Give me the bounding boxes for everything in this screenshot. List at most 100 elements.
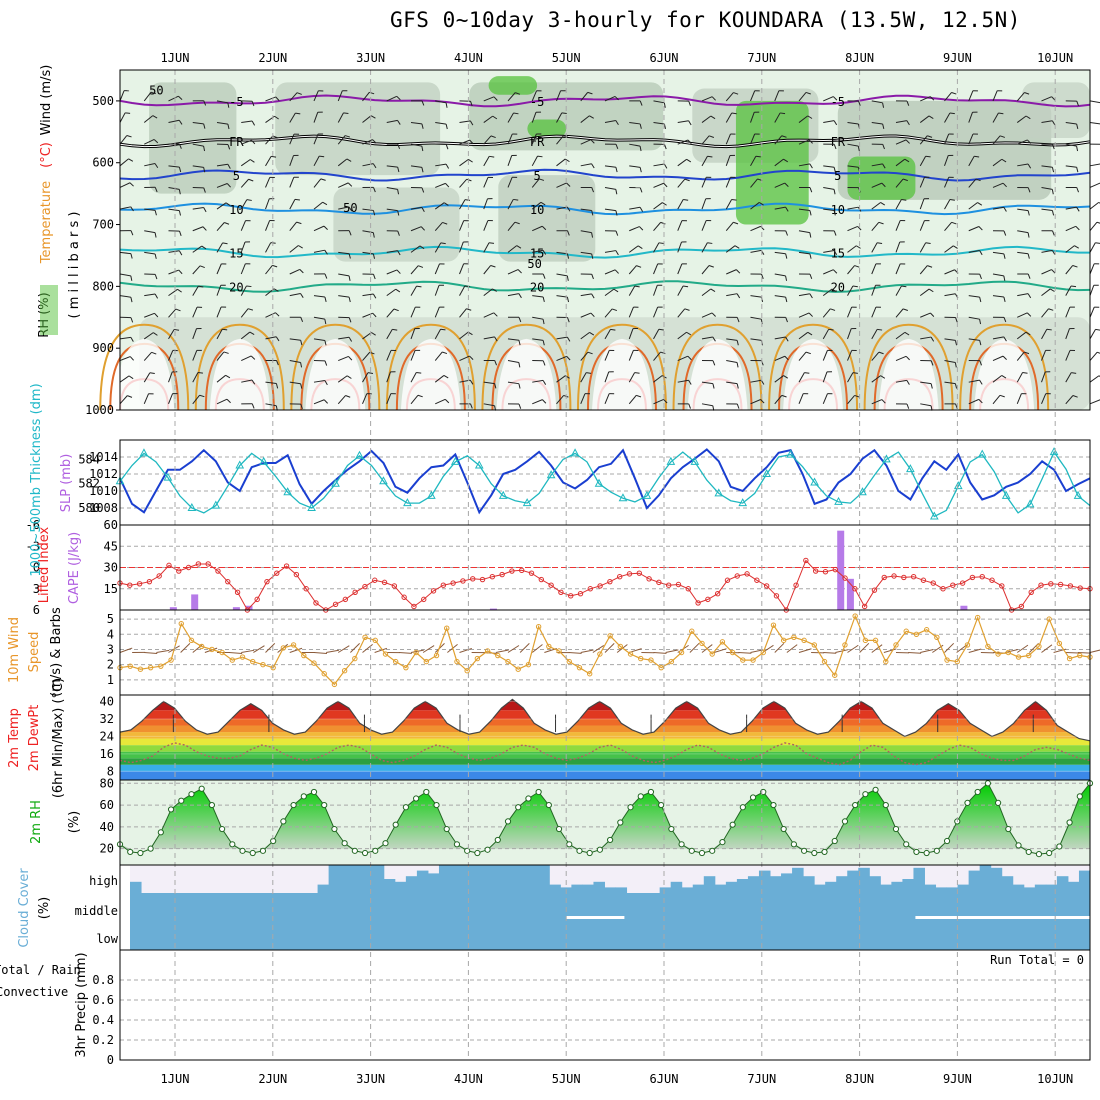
lifted-index-marker — [558, 589, 564, 595]
wind-speed-marker — [597, 651, 603, 657]
wind-barb — [726, 381, 738, 385]
surface-wind-barb — [180, 643, 191, 653]
lifted-index-marker — [362, 583, 368, 590]
wind-speed-marker — [913, 631, 920, 637]
wind-barb — [701, 156, 708, 167]
wind-barb — [265, 312, 276, 318]
wind-barb — [871, 263, 877, 275]
wind-barb — [968, 316, 980, 320]
wind-barb-flag — [663, 182, 668, 188]
wind-barb — [919, 220, 925, 231]
wind-barb-flag — [880, 375, 886, 379]
temp-band — [120, 751, 1090, 759]
wind-barb-flag — [712, 383, 715, 389]
wind-barb-flag — [1051, 269, 1056, 274]
wind-barb — [434, 375, 445, 383]
wind-barb-flag — [125, 112, 131, 114]
wind-barb — [216, 263, 222, 275]
thickness-marker — [977, 449, 987, 458]
date-label-bottom: 5JUN — [552, 1072, 581, 1086]
wind-barb-flag — [974, 155, 980, 158]
wind-barb — [653, 263, 659, 275]
wind-barb-flag — [712, 360, 716, 366]
wind-barb-flag — [906, 120, 910, 126]
wind-barb — [725, 221, 734, 232]
thickness-marker — [331, 478, 340, 487]
wind-barb — [507, 221, 516, 232]
lifted-index-marker — [127, 582, 133, 588]
wind-speed-marker — [280, 645, 287, 651]
wind-barb — [216, 163, 228, 167]
surface-wind-barb — [883, 648, 897, 653]
wind-barb-flag — [177, 288, 182, 293]
wind-speed-marker — [219, 649, 225, 656]
lifted-ytick: 3 — [33, 582, 40, 596]
dry-layer-shading — [496, 338, 557, 410]
cloud-high-bar — [1067, 881, 1080, 893]
wind-barb — [847, 395, 855, 405]
wind-barb-flag — [760, 399, 765, 404]
wind-barb-flag — [755, 155, 761, 158]
rh-marker — [392, 821, 399, 828]
wind-barb-flag — [249, 331, 255, 335]
wind-barb — [992, 251, 1004, 255]
wind-barb-flag — [372, 293, 377, 299]
side-label-rh-a: 2m RH — [29, 800, 44, 844]
wind-barb-flag — [493, 96, 498, 101]
wind-barb-flag — [348, 275, 351, 281]
wind-barb-flag — [470, 403, 473, 409]
wind-barb — [240, 331, 251, 340]
wind-barb — [144, 312, 155, 318]
wind-barb-flag — [881, 399, 886, 404]
wind-barb-flag — [1071, 372, 1077, 374]
wind-barb-flag — [856, 245, 861, 249]
wind-barb — [774, 135, 783, 145]
wind-barb — [192, 306, 198, 318]
wind-barb — [192, 226, 204, 232]
thickness-marker — [762, 468, 772, 477]
wind-barb-flag — [130, 253, 133, 259]
wind-barb — [629, 165, 641, 168]
lifted-index-marker — [763, 583, 770, 589]
wind-barb — [1017, 251, 1029, 255]
wind-barb — [1041, 186, 1053, 190]
wind-barb-flag — [490, 264, 496, 268]
cape-ytick: 60 — [104, 518, 118, 532]
wind-barb-flag — [613, 288, 619, 293]
wind-barb-flag — [615, 167, 618, 173]
wind-barb-flag — [178, 269, 183, 275]
wind-barb-flag — [395, 288, 401, 293]
wind-barb — [847, 143, 859, 147]
wind-barb — [798, 92, 807, 102]
thickness-marker — [1001, 490, 1011, 499]
lifted-index-marker — [499, 571, 505, 578]
wind-barb — [435, 182, 446, 188]
wind-speed-marker — [923, 627, 930, 633]
wind-barb-flag — [324, 319, 327, 325]
wind-barb-flag — [251, 120, 256, 126]
wind-barb — [434, 242, 442, 253]
wind-barb — [313, 178, 322, 188]
wind-barb — [677, 263, 683, 275]
wind-barb — [823, 249, 835, 253]
wind-barb — [1041, 165, 1053, 168]
lifted-index-marker — [842, 575, 848, 581]
wind-barb — [410, 372, 417, 383]
wind-barb-flag — [174, 328, 180, 331]
lifted-index-marker — [401, 594, 407, 600]
wind-barb-flag — [323, 399, 328, 404]
rh-marker — [178, 797, 185, 804]
surface-wind-barb — [422, 645, 435, 653]
wind-barb-flag — [611, 308, 618, 312]
wind-speed-marker — [198, 643, 205, 650]
wind-barb-flag — [130, 337, 134, 342]
wind-barb-flag — [1072, 395, 1078, 398]
wind-barb — [968, 226, 980, 232]
thickness-marker — [187, 502, 197, 511]
wind-barb — [289, 381, 301, 385]
slp-ytick: 1008 — [89, 501, 118, 515]
lifted-index-marker — [528, 570, 535, 576]
wind-barb — [265, 156, 272, 167]
wind-barb-flag — [637, 245, 643, 249]
wind-barb-flag — [346, 375, 352, 379]
